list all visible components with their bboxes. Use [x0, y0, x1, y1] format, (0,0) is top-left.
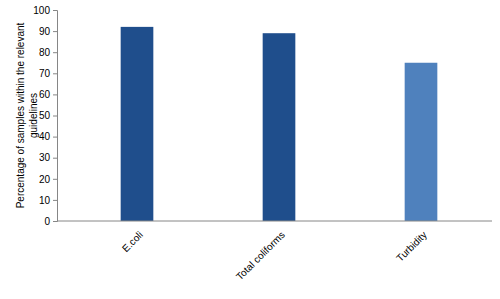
y-tick-mark: [53, 158, 57, 159]
y-tick-label: 60: [39, 89, 51, 100]
bar: [263, 33, 296, 221]
x-tick: E.coli: [120, 229, 145, 254]
y-tick-label: 0: [44, 216, 50, 227]
y-tick: 40: [39, 131, 57, 142]
y-tick: 60: [39, 89, 57, 100]
x-tick-label: Total coliforms: [234, 229, 287, 282]
y-tick-mark: [53, 116, 57, 117]
y-tick-label: 10: [39, 195, 51, 206]
y-tick: 90: [39, 26, 57, 37]
y-tick-label: 40: [39, 131, 51, 142]
y-tick-label: 50: [39, 110, 51, 121]
x-axis-line: [57, 221, 492, 222]
y-tick-label: 90: [39, 26, 51, 37]
y-tick-label: 80: [39, 47, 51, 58]
x-axis: E.coli Total coliforms Turbidity: [57, 221, 492, 282]
y-tick: 30: [39, 152, 57, 163]
y-tick-mark: [53, 137, 57, 138]
y-axis-title-line: guidelines: [28, 93, 39, 138]
y-tick-mark: [53, 179, 57, 180]
y-tick: 0: [44, 216, 57, 227]
y-tick-label: 100: [33, 5, 50, 16]
y-tick-mark: [53, 221, 57, 222]
bar: [121, 27, 154, 221]
x-tick: Total coliforms: [234, 229, 287, 282]
y-axis-line: [53, 11, 58, 222]
y-tick-mark: [53, 94, 57, 95]
chart: 0 10 20 30 40 50 60 70 80 90 100 E.coli Total colifo…: [0, 0, 500, 299]
x-tick-label: E.coli: [120, 229, 145, 254]
y-axis-title: Percentage of samples within the relevan…: [15, 22, 39, 208]
y-tick: 80: [39, 47, 57, 58]
x-tick-label: Turbidity: [394, 229, 429, 264]
bar: [405, 63, 438, 221]
y-tick-mark: [53, 52, 57, 53]
y-tick: 10: [39, 195, 57, 206]
y-axis-title-line: Percentage of samples within the relevan…: [15, 22, 26, 208]
y-tick-label: 30: [39, 152, 51, 163]
x-tick: Turbidity: [394, 229, 429, 264]
y-tick-mark: [53, 73, 57, 74]
y-tick-mark: [53, 200, 57, 201]
y-tick-label: 70: [39, 68, 51, 79]
y-tick-mark: [53, 10, 57, 11]
y-tick-label: 20: [39, 174, 51, 185]
y-tick: 70: [39, 68, 57, 79]
bars: [121, 27, 438, 221]
y-tick: 50: [39, 110, 57, 121]
y-tick: 100: [33, 5, 57, 16]
y-tick: 20: [39, 174, 57, 185]
y-tick-mark: [53, 31, 57, 32]
